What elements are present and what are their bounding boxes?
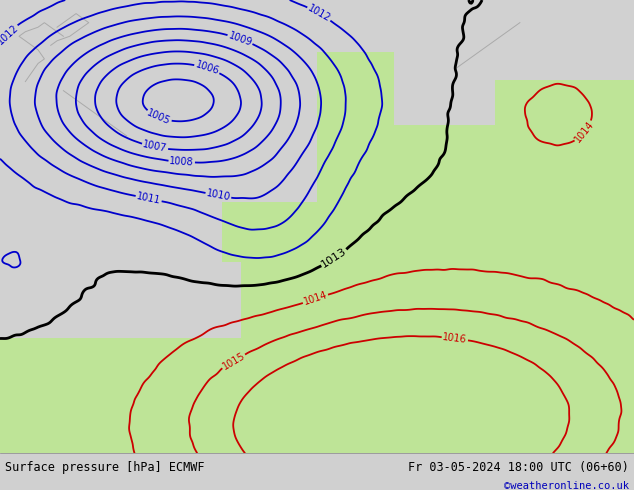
Text: 1006: 1006 (194, 60, 220, 77)
Text: 1012: 1012 (0, 22, 20, 46)
Text: 1005: 1005 (146, 108, 172, 127)
Text: 1013: 1013 (320, 246, 349, 270)
Text: 1012: 1012 (306, 3, 332, 24)
Text: 1014: 1014 (573, 119, 596, 145)
Text: 1011: 1011 (136, 191, 162, 206)
Text: ©weatheronline.co.uk: ©weatheronline.co.uk (504, 481, 629, 490)
Text: 1010: 1010 (205, 188, 231, 202)
Text: 1009: 1009 (227, 30, 254, 48)
Text: 1014: 1014 (302, 290, 328, 307)
Text: Surface pressure [hPa] ECMWF: Surface pressure [hPa] ECMWF (5, 461, 205, 474)
Text: 1008: 1008 (169, 156, 194, 168)
Text: 1007: 1007 (142, 139, 168, 154)
Text: Fr 03-05-2024 18:00 UTC (06+60): Fr 03-05-2024 18:00 UTC (06+60) (408, 461, 629, 474)
Text: 1015: 1015 (221, 351, 247, 372)
Text: 1016: 1016 (442, 332, 468, 345)
